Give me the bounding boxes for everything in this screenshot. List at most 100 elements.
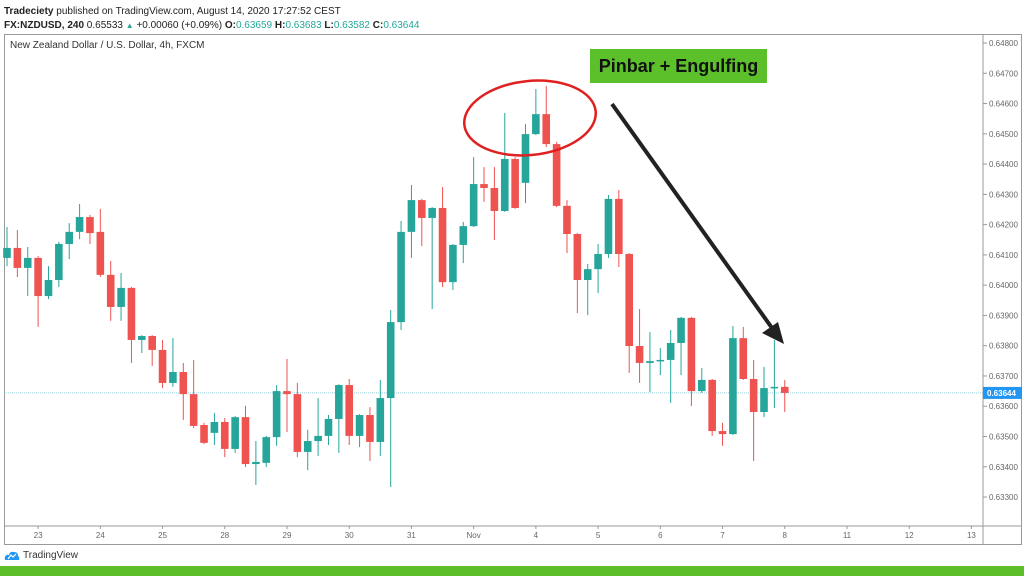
candle <box>563 200 571 254</box>
candle-body <box>583 269 592 281</box>
candle <box>532 89 540 136</box>
candle-body <box>169 372 177 383</box>
candle <box>708 378 716 436</box>
candle <box>459 221 468 264</box>
last-price-badge <box>983 386 1022 399</box>
candle <box>646 332 654 393</box>
candle <box>729 326 737 435</box>
price-tick-label: 0.63700 <box>989 372 1018 381</box>
candle <box>324 415 333 445</box>
candle <box>366 407 374 462</box>
candle-body <box>666 342 675 360</box>
candle <box>656 348 665 376</box>
date-tick-label: 4 <box>534 531 539 540</box>
candle <box>697 368 706 393</box>
trend-arrow <box>610 102 774 330</box>
candle <box>749 359 758 462</box>
price-tick-label: 0.64800 <box>989 39 1018 48</box>
candle <box>480 167 488 202</box>
candle-body <box>770 386 779 389</box>
candle-body <box>138 336 146 340</box>
chart-pane[interactable] <box>4 34 1022 545</box>
candle <box>3 227 11 267</box>
candle-body <box>677 317 685 343</box>
candle-body <box>179 372 188 395</box>
price-tick-label: 0.64700 <box>989 69 1018 78</box>
candle-body <box>739 338 748 379</box>
candle-body <box>511 158 519 208</box>
candle-body <box>573 234 582 281</box>
publish-info: Tradeciety published on TradingView.com,… <box>4 6 341 17</box>
price-tick-label: 0.63500 <box>989 433 1018 442</box>
publish-text: published on TradingView.com, August 14,… <box>56 6 341 17</box>
candle <box>335 384 343 453</box>
candle <box>117 273 125 321</box>
price-tick-label: 0.63600 <box>989 402 1018 411</box>
date-tick-label: 13 <box>967 531 976 540</box>
open-value: 0.63659 <box>235 20 273 31</box>
candle-body <box>718 431 727 435</box>
author-name: Tradeciety <box>4 6 54 17</box>
candle-body <box>345 385 354 436</box>
date-tick-label: 6 <box>658 531 663 540</box>
candle <box>666 329 675 403</box>
candle-body <box>86 217 94 234</box>
candle <box>542 85 551 148</box>
price-tick-label: 0.63300 <box>989 493 1018 502</box>
low-label: L: <box>324 20 334 31</box>
close-value: 0.63644 <box>383 20 420 31</box>
candle <box>262 435 271 468</box>
candle-body <box>563 205 571 235</box>
candle-body <box>697 379 706 392</box>
candle <box>127 286 136 363</box>
date-tick-label: 28 <box>220 531 229 540</box>
candle <box>200 422 208 445</box>
price-tick-label: 0.64600 <box>989 100 1018 109</box>
date-tick-label: 30 <box>345 531 354 540</box>
candle-body <box>324 418 333 436</box>
candle <box>770 339 779 409</box>
candle <box>303 429 312 471</box>
candle <box>438 187 447 287</box>
candle-body <box>106 274 115 307</box>
candle <box>594 243 602 294</box>
candle <box>231 415 239 453</box>
candle <box>573 233 582 314</box>
candle-body <box>65 231 74 244</box>
candle <box>635 309 644 383</box>
candle-body <box>335 385 343 419</box>
candle-body <box>625 253 633 347</box>
candle <box>65 223 74 260</box>
candle-body <box>635 346 644 363</box>
candle <box>241 405 250 468</box>
candle <box>376 379 385 456</box>
candle <box>220 418 229 458</box>
candle <box>386 309 395 488</box>
date-tick-label: 31 <box>407 531 416 540</box>
candle <box>687 316 696 406</box>
highlight-ellipse <box>462 79 598 157</box>
candle <box>469 157 478 228</box>
tradingview-logo[interactable]: TradingView <box>4 549 78 561</box>
candle <box>44 266 53 300</box>
candle <box>189 359 198 429</box>
candle-body <box>480 184 488 188</box>
candle-body <box>407 200 416 232</box>
pattern-annotation-label: Pinbar + Engulfing <box>590 49 767 83</box>
candle <box>179 362 188 420</box>
price-tick-label: 0.63800 <box>989 342 1018 351</box>
price-tick-label: 0.64100 <box>989 251 1018 260</box>
date-tick-label: 23 <box>34 531 43 540</box>
candle <box>677 316 685 376</box>
candle-body <box>490 187 499 211</box>
candle-body <box>552 144 561 206</box>
candle-body <box>729 338 737 435</box>
candle-body <box>13 247 22 268</box>
chart-title: New Zealand Dollar / U.S. Dollar, 4h, FX… <box>10 40 205 51</box>
candle <box>210 412 219 445</box>
candle <box>780 379 789 412</box>
candle-body <box>117 287 125 307</box>
candle <box>293 382 302 458</box>
change-value: +0.00060 (+0.09%) <box>136 20 223 31</box>
